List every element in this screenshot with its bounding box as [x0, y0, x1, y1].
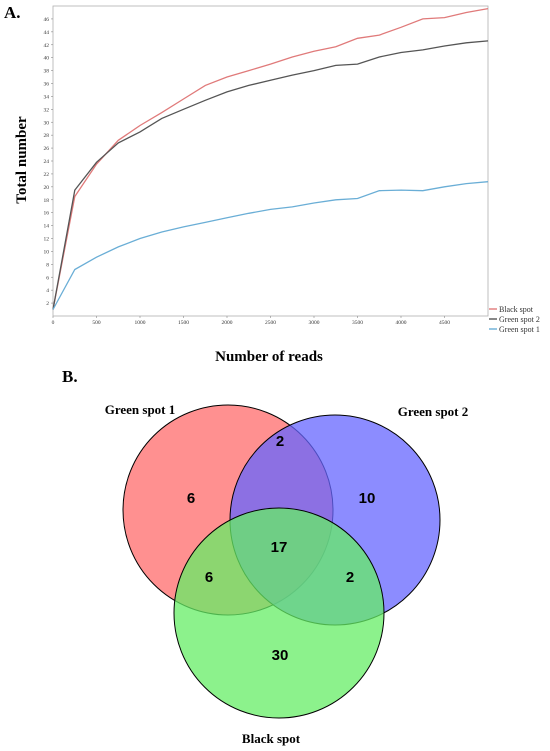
- y-tick-label: 32: [44, 107, 50, 113]
- x-tick-label: 1000: [135, 320, 146, 326]
- series-line-green-spot-1: [52, 181, 489, 310]
- y-tick-label: 36: [44, 82, 50, 88]
- plot-frame: [52, 5, 489, 317]
- x-tick-label: 3000: [309, 320, 320, 326]
- y-tick-label: 42: [44, 43, 50, 49]
- x-tick-label: 4000: [396, 320, 407, 326]
- x-tick-label: 500: [92, 320, 101, 326]
- legend-entry: Black spot: [499, 305, 534, 314]
- legend-entry: Green spot 1: [499, 325, 540, 334]
- venn-count-green-spot-2-and-black-spot: 2: [346, 569, 354, 586]
- y-tick-label: 28: [44, 133, 50, 139]
- venn-count-green-spot-1-and-black-spot: 6: [205, 569, 213, 586]
- rarefaction-chart: 2468101214161820222426283032343638404244…: [14, 5, 540, 365]
- y-tick-label: 30: [44, 120, 50, 126]
- panel-a-label: A.: [4, 3, 21, 22]
- x-axis-ticks: 0 500 1000 1500 2000 2500 3000 3500 4000 4500: [52, 316, 450, 326]
- y-tick-label: 22: [44, 172, 50, 178]
- y-tick-label: 2: [46, 301, 49, 307]
- y-tick-label: 14: [44, 224, 50, 230]
- y-tick-label: 8: [46, 262, 49, 268]
- y-tick-label: 26: [44, 146, 50, 152]
- venn-count-all-three: 17: [271, 539, 288, 556]
- venn-count-only-green-spot-1: 6: [187, 490, 195, 507]
- x-tick-label: 4500: [439, 320, 450, 326]
- x-tick-label: 2500: [265, 320, 276, 326]
- x-tick-label: 1500: [178, 320, 189, 326]
- venn-count-only-green-spot-2: 10: [359, 490, 376, 507]
- y-tick-label: 38: [44, 69, 50, 75]
- series-lines: [52, 7, 489, 310]
- y-axis-ticks: 2468101214161820222426283032343638404244…: [44, 17, 53, 307]
- venn-label-green-spot-1: Green spot 1: [105, 402, 176, 417]
- venn-circle-black-spot: [173, 507, 385, 719]
- series-line-black-spot: [52, 7, 489, 310]
- series-line-green-spot-2: [52, 40, 489, 310]
- venn-count-green-spot-1-and-2: 2: [276, 433, 284, 450]
- panel-b-label: B.: [62, 367, 78, 386]
- plot-border: [52, 5, 489, 317]
- y-tick-label: 6: [46, 275, 49, 281]
- x-tick-label: 0: [52, 320, 55, 326]
- y-tick-label: 24: [44, 159, 50, 165]
- y-axis-title: Total number: [14, 116, 30, 204]
- venn-label-black-spot: Black spot: [242, 731, 301, 746]
- y-tick-label: 46: [44, 17, 50, 23]
- x-tick-label: 3500: [352, 320, 363, 326]
- y-tick-label: 4: [46, 288, 49, 294]
- y-tick-label: 12: [44, 237, 50, 243]
- y-tick-label: 10: [44, 249, 50, 255]
- y-tick-label: 16: [44, 211, 50, 217]
- y-tick-label: 34: [44, 94, 50, 100]
- venn-label-green-spot-2: Green spot 2: [398, 404, 469, 419]
- x-axis-title: Number of reads: [215, 349, 323, 365]
- y-tick-label: 20: [44, 185, 50, 191]
- venn-diagram: Green spot 1 Green spot 2 Black spot 6 1…: [105, 402, 469, 746]
- y-tick-label: 40: [44, 56, 50, 62]
- venn-count-only-black-spot: 30: [272, 647, 289, 664]
- y-tick-label: 18: [44, 198, 50, 204]
- y-tick-label: 44: [44, 30, 50, 36]
- x-tick-label: 2000: [222, 320, 233, 326]
- legend-entry: Green spot 2: [499, 315, 540, 324]
